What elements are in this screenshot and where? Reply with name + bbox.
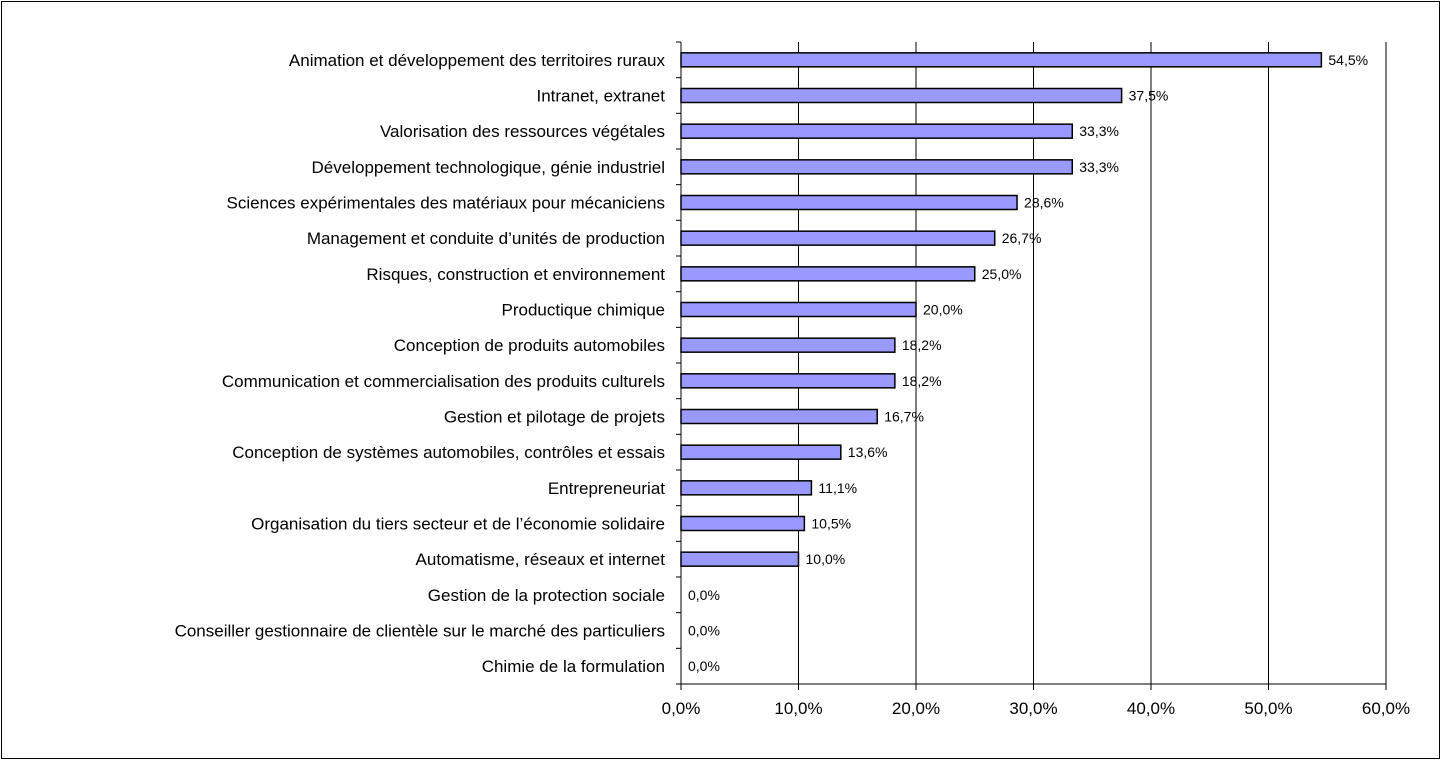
x-tick-labels: 0,0% 10,0% 20,0% 30,0% 40,0% 50,0% 60,0%	[662, 699, 1410, 718]
category-label: Animation et développement des territoir…	[289, 51, 666, 70]
bar	[680, 194, 1018, 211]
data-label: 0,0%	[688, 623, 720, 639]
x-tick-label: 60,0%	[1362, 699, 1410, 718]
x-tick-label: 50,0%	[1244, 699, 1292, 718]
data-label: 13,6%	[848, 444, 888, 460]
category-label: Automatisme, réseaux et internet	[416, 550, 666, 569]
axes	[676, 41, 1387, 690]
data-label: 54,5%	[1328, 52, 1368, 68]
bar	[680, 551, 800, 567]
category-label: Chimie de la formulation	[482, 657, 665, 676]
data-label: 37,5%	[1129, 88, 1169, 104]
bar	[680, 52, 1323, 68]
bar	[680, 515, 806, 532]
bar	[680, 480, 813, 496]
data-label: 11,1%	[818, 480, 857, 496]
data-label: 25,0%	[982, 266, 1022, 282]
category-label: Conception de produits automobiles	[394, 336, 665, 355]
x-tick-label: 10,0%	[774, 699, 822, 718]
bars	[680, 52, 1323, 567]
data-label: 0,0%	[688, 587, 720, 603]
bar	[680, 301, 917, 318]
category-label: Risques, construction et environnement	[366, 265, 665, 284]
bar	[680, 444, 842, 460]
category-label: Gestion de la protection sociale	[428, 586, 665, 605]
bar	[680, 337, 896, 353]
data-label: 16,7%	[884, 409, 924, 425]
data-label: 0,0%	[688, 658, 720, 674]
category-label: Conseiller gestionnaire de clientèle sur…	[175, 622, 665, 641]
data-label: 33,3%	[1079, 159, 1119, 175]
x-tick-label: 0,0%	[662, 699, 701, 718]
category-label: Intranet, extranet	[536, 87, 665, 106]
bar	[680, 408, 878, 425]
category-label: Entrepreneuriat	[548, 479, 665, 498]
data-label: 26,7%	[1002, 230, 1042, 246]
gridlines	[798, 42, 1387, 684]
bar	[680, 159, 1074, 175]
category-label: Conception de systèmes automobiles, cont…	[232, 443, 665, 462]
category-label: Développement technologique, génie indus…	[312, 158, 665, 177]
value-labels: 54,5% 37,5% 33,3% 33,3% 28,6% 26,7% 25,0% 20,0%…	[688, 52, 1368, 674]
x-tick-label: 30,0%	[1009, 699, 1057, 718]
category-label: Management et conduite d’unités de produ…	[307, 229, 665, 248]
x-tick-label: 40,0%	[1127, 699, 1175, 718]
bar	[680, 123, 1074, 139]
category-label: Gestion et pilotage de projets	[444, 408, 665, 427]
data-label: 28,6%	[1024, 195, 1064, 211]
category-label: Sciences expérimentales des matériaux po…	[227, 194, 665, 213]
bar	[680, 266, 976, 282]
category-label: Valorisation des ressources végétales	[380, 122, 665, 141]
data-label: 33,3%	[1079, 123, 1119, 139]
category-label: Communication et commercialisation des p…	[222, 372, 665, 391]
data-label: 18,2%	[902, 373, 942, 389]
bar	[680, 230, 996, 246]
category-label: Productique chimique	[502, 301, 665, 320]
category-label: Organisation du tiers secteur et de l’éc…	[251, 515, 665, 534]
x-tick-label: 20,0%	[892, 699, 940, 718]
data-label: 10,5%	[811, 516, 851, 532]
data-label: 18,2%	[902, 337, 942, 353]
bar	[680, 373, 896, 389]
data-label: 10,0%	[806, 551, 846, 567]
bar	[680, 87, 1123, 104]
data-label: 20,0%	[923, 302, 963, 318]
category-labels: Animation et développement des territoir…	[175, 51, 666, 676]
